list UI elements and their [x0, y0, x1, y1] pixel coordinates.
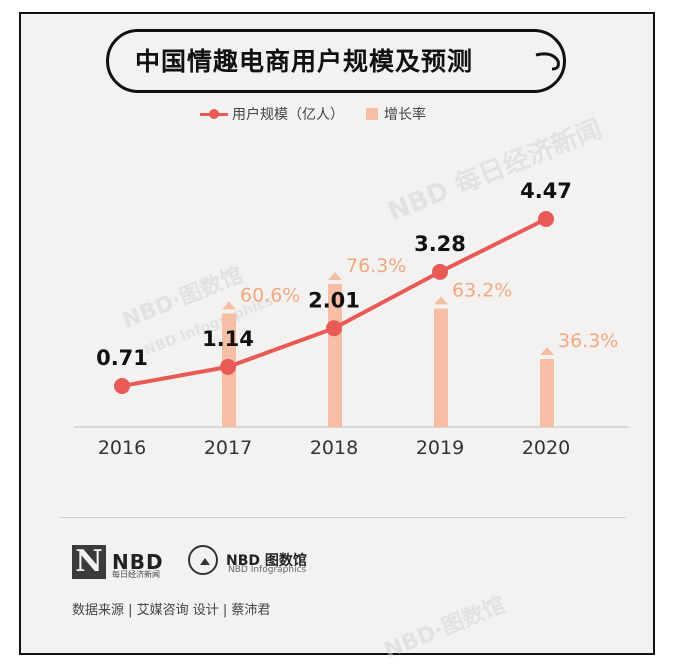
legend-line-label: 用户规模（亿人） — [232, 107, 344, 123]
infographics-logo-icon — [188, 545, 218, 575]
user-scale-point — [114, 378, 130, 394]
chart-title: 中国情趣电商用户规模及预测 — [135, 47, 474, 76]
legend-line-symbol — [200, 108, 228, 120]
x-tick-label: 2016 — [98, 437, 146, 459]
x-tick-label: 2018 — [310, 437, 358, 459]
footer-divider — [60, 517, 626, 518]
growth-bar-arrow — [222, 301, 236, 310]
legend: 用户规模（亿人） 增长率 — [200, 104, 448, 124]
legend-item-line: 用户规模（亿人） — [200, 104, 344, 124]
nbd-logo-sub: 每日经济新闻 — [112, 570, 160, 579]
x-tick-label: 2017 — [204, 437, 252, 459]
infographics-logo-text: NBD 图数馆 — [226, 553, 307, 569]
growth-bar — [434, 308, 448, 427]
growth-label: 63.2% — [452, 280, 512, 302]
growth-bar-arrow — [434, 296, 448, 305]
user-scale-label: 1.14 — [202, 327, 254, 351]
title-pill — [106, 29, 566, 93]
growth-bar-arrow — [328, 272, 342, 280]
growth-bar — [540, 358, 554, 427]
growth-bar-arrow — [540, 346, 554, 355]
nbd-logo-mark: N — [72, 545, 106, 579]
x-tick-label: 2019 — [416, 437, 464, 459]
user-scale-label: 2.01 — [308, 288, 360, 312]
user-scale-label: 4.47 — [520, 179, 572, 203]
credits: 数据来源 | 艾媒咨询 设计 | 蔡沛君 — [72, 603, 271, 618]
legend-item-bar: 增长率 — [366, 104, 426, 124]
x-tick-label: 2020 — [522, 437, 570, 459]
nbd-logo-text: NBD — [112, 550, 164, 574]
user-scale-point — [220, 358, 236, 375]
growth-label: 60.6% — [240, 284, 300, 306]
legend-bar-label: 增长率 — [384, 107, 426, 123]
growth-label: 36.3% — [558, 330, 618, 352]
user-scale-point — [326, 320, 342, 337]
infographics-logo-sub: NBD Infographics — [228, 565, 307, 575]
user-scale-label: 3.28 — [414, 232, 466, 256]
legend-bar-symbol — [366, 108, 378, 120]
nbd-logo: N NBD 每日经济新闻 — [72, 545, 164, 579]
title-decor — [535, 52, 560, 71]
user-scale-label: 0.71 — [96, 346, 148, 370]
growth-label: 76.3% — [346, 255, 406, 277]
infographics-logo: NBD 图数馆 NBD Infographics — [188, 545, 307, 575]
growth-bar — [328, 284, 342, 427]
user-scale-point — [432, 263, 448, 280]
user-scale-point — [538, 211, 554, 227]
